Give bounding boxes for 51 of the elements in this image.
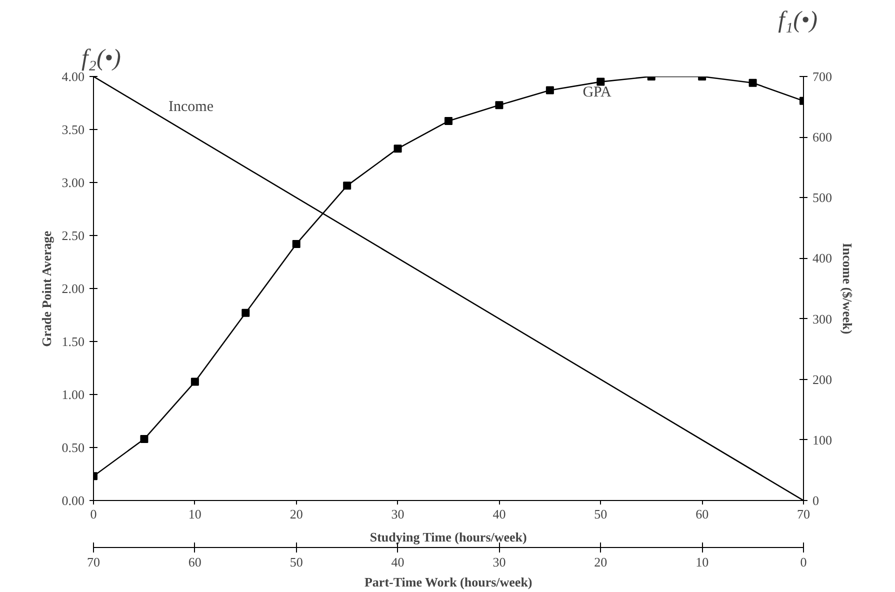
y-tick-label: 3.00 bbox=[62, 175, 84, 190]
x2-tick-label: 10 bbox=[696, 554, 709, 570]
y-tick-label: 2.00 bbox=[62, 281, 84, 296]
point bbox=[546, 86, 554, 94]
x-axis-title: Studying Time (hours/week) bbox=[370, 530, 527, 544]
x2-tick-label: 70 bbox=[87, 554, 100, 570]
y2-tick-label: 400 bbox=[812, 250, 832, 266]
x-tick-label: 50 bbox=[594, 506, 608, 522]
y2-tick-label: 100 bbox=[812, 432, 832, 448]
x-tick-label: 30 bbox=[391, 506, 404, 522]
y-tick-label: 2.50 bbox=[62, 228, 84, 243]
point bbox=[748, 78, 757, 87]
y-tick-label: 3.50 bbox=[62, 122, 84, 137]
point bbox=[140, 435, 148, 444]
x2-tick-label: 30 bbox=[492, 554, 506, 570]
point bbox=[190, 378, 199, 386]
y2-tick-label: 600 bbox=[812, 130, 832, 145]
y-tick-label: 0.50 bbox=[62, 440, 84, 455]
x-tick-label: 60 bbox=[696, 506, 709, 522]
x2-tick-label: 20 bbox=[594, 554, 608, 570]
y2-tick-label: 700 bbox=[812, 69, 832, 84]
y2-tick-label: 500 bbox=[812, 190, 832, 206]
x2-tick-label: 40 bbox=[391, 554, 404, 570]
point bbox=[343, 182, 352, 190]
series-label: GPA bbox=[582, 84, 612, 100]
x2-tick-label: 60 bbox=[188, 554, 202, 570]
y2-tick-label: 300 bbox=[812, 311, 832, 326]
y2-tick-label: 200 bbox=[812, 372, 832, 387]
series-label: Income bbox=[168, 98, 214, 115]
x2-tick-label: 50 bbox=[290, 554, 303, 570]
x-tick-label: 20 bbox=[290, 506, 303, 522]
point bbox=[292, 240, 300, 248]
y2-tick-label: 0 bbox=[812, 493, 819, 508]
point bbox=[394, 144, 402, 153]
y-tick-label: 0.00 bbox=[62, 493, 84, 508]
text: f₁(•) bbox=[778, 8, 818, 34]
point bbox=[444, 117, 452, 126]
x2-axis-title: Part-Time Work (hours/week) bbox=[364, 574, 532, 590]
text: f₂(•) bbox=[82, 46, 121, 72]
y-tick-label: 1.50 bbox=[62, 334, 84, 349]
y2-axis-title: Income ($/week) bbox=[840, 242, 855, 334]
x-tick-label: 10 bbox=[188, 506, 202, 522]
point bbox=[242, 308, 250, 317]
x-tick-label: 70 bbox=[797, 506, 810, 522]
point bbox=[495, 101, 504, 110]
x-tick-label: 0 bbox=[90, 506, 97, 522]
y-axis-title: Grade Point Average bbox=[38, 230, 54, 347]
y-tick-label: 1.00 bbox=[62, 387, 84, 402]
x2-tick-label: 0 bbox=[800, 554, 807, 570]
x-tick-label: 40 bbox=[492, 506, 506, 522]
point bbox=[596, 78, 605, 86]
